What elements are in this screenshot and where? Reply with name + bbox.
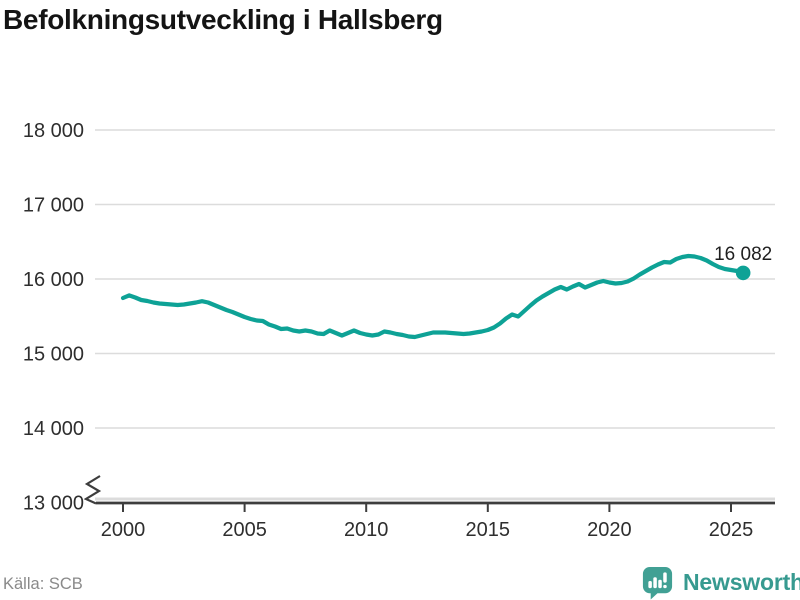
newsworthy-wordmark: Newsworthy bbox=[683, 568, 800, 595]
newsworthy-bar-chart-bubble-icon bbox=[642, 566, 673, 600]
last-point-marker bbox=[735, 265, 751, 281]
y-tick-label: 13 000 bbox=[23, 493, 84, 515]
source-label: Källa: SCB bbox=[3, 575, 83, 593]
x-tick-label: 2025 bbox=[709, 519, 754, 541]
newsworthy-logo[interactable]: Newsworthy bbox=[640, 564, 800, 600]
x-tick-label: 2005 bbox=[222, 519, 267, 541]
y-tick-label: 17 000 bbox=[23, 195, 84, 217]
population-line bbox=[120, 253, 746, 340]
x-tick-label: 2015 bbox=[466, 519, 511, 541]
y-tick-label: 14 000 bbox=[23, 418, 84, 440]
x-tick-label: 2000 bbox=[101, 519, 146, 541]
last-value-label: 16 082 bbox=[714, 244, 772, 265]
axis-break-icon bbox=[83, 475, 102, 505]
x-tick-label: 2020 bbox=[587, 519, 632, 541]
x-tick-label: 2010 bbox=[344, 519, 389, 541]
y-tick-label: 18 000 bbox=[23, 120, 84, 142]
y-tick-label: 15 000 bbox=[23, 344, 84, 366]
y-tick-label: 16 000 bbox=[23, 269, 84, 291]
page-title: Befolkningsutveckling i Hallsberg bbox=[3, 4, 443, 35]
